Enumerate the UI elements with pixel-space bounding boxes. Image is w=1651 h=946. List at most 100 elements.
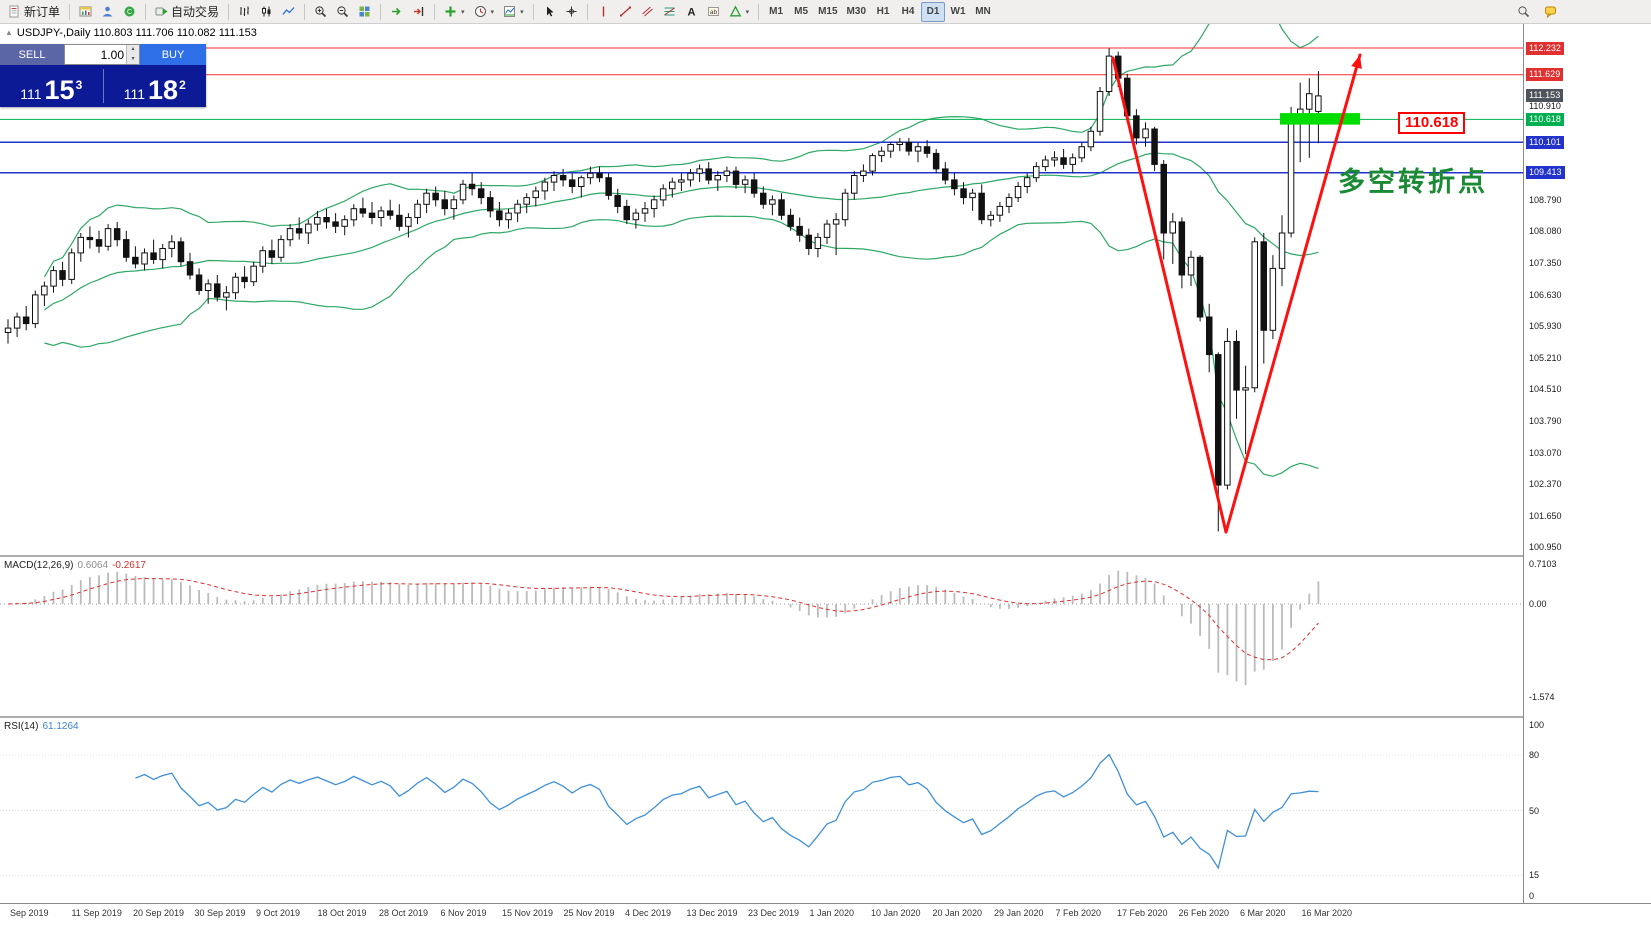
price-grid-label: 103.070	[1529, 447, 1562, 458]
price-divider	[102, 69, 104, 103]
date-label: 11 Sep 2019	[71, 908, 122, 918]
auto-scroll-button[interactable]	[386, 2, 407, 22]
date-label: 20 Sep 2019	[133, 908, 185, 918]
bar-chart-button[interactable]	[234, 2, 255, 22]
text-button[interactable]: A	[681, 2, 702, 22]
price-flag-label[interactable]: 110.618	[1398, 112, 1466, 134]
macd-label: MACD(12,26,9) 0.6064 -0.2617	[4, 560, 146, 571]
timeframe-m1-button[interactable]: M1	[769, 6, 784, 17]
price-tag-110.101[interactable]: 110.101	[1526, 135, 1564, 149]
one-click-toggle-icon[interactable]: ▲	[5, 28, 13, 37]
new-order-button[interactable]: 新订单	[4, 2, 64, 22]
toolbar-separator	[586, 3, 588, 20]
chat-button[interactable]	[1540, 2, 1561, 22]
sell-price-big-figure: 111	[20, 85, 42, 102]
timeframe-h1-button[interactable]: H1	[876, 6, 890, 17]
vertical-line-button[interactable]	[593, 2, 614, 22]
community-button[interactable]: C	[119, 2, 140, 22]
date-label: 10 Jan 2020	[871, 908, 921, 918]
lot-increase-button[interactable]: ▴	[127, 45, 139, 55]
macd-scale-label: 0.7103	[1529, 559, 1557, 569]
zoom-out-button[interactable]	[332, 2, 353, 22]
date-label: 20 Jan 2020	[932, 908, 983, 918]
price-grid-label: 103.790	[1529, 415, 1562, 426]
search-button[interactable]	[1513, 2, 1534, 22]
highlight-rectangle[interactable]	[1280, 113, 1360, 125]
price-tag-112.232[interactable]: 112.232	[1526, 41, 1564, 55]
date-label: 26 Feb 2020	[1178, 908, 1230, 918]
template-icon	[504, 6, 516, 17]
price-grid-label: 108.080	[1529, 226, 1562, 237]
periods-button[interactable]: ▾	[470, 2, 499, 22]
lot-size-input[interactable]: 1.00 ▴ ▾	[64, 44, 140, 65]
chart-header: ▲ USDJPY-,Daily 110.803 111.706 110.082 1…	[5, 27, 257, 39]
indicators-button[interactable]: ▾	[440, 2, 469, 22]
zoom-in-button[interactable]	[310, 2, 331, 22]
sell-button[interactable]: SELL	[0, 44, 64, 65]
lot-spinner: ▴ ▾	[126, 45, 139, 64]
macd-scale-label: 0.00	[1529, 599, 1547, 609]
macd-signal-value: -0.2617	[112, 560, 146, 571]
rsi-indicator-pane[interactable]	[0, 718, 1523, 903]
price-tag-110.618[interactable]: 110.618	[1526, 112, 1564, 126]
time-axis[interactable]: Sep 2019 11 Sep 2019 20 Sep 2019 30 Sep 201…	[0, 903, 1651, 923]
sell-price-pips: 15	[44, 75, 75, 106]
date-label: 9 Oct 2019	[256, 908, 301, 918]
line-chart-button[interactable]	[278, 2, 299, 22]
macd-value: 0.6064	[77, 560, 109, 571]
price-tag-111.153[interactable]: 111.153	[1526, 89, 1564, 103]
pane-separator[interactable]	[0, 555, 1651, 557]
fibonacci-button[interactable]	[659, 2, 680, 22]
zoom-out-icon	[337, 6, 349, 18]
toolbar-separator	[434, 3, 436, 20]
timeframe-mn-button[interactable]: MN	[975, 6, 991, 17]
indicators-icon	[445, 6, 456, 17]
shapes-button[interactable]: ▾	[725, 2, 754, 22]
channel-button[interactable]	[637, 2, 658, 22]
timeframe-m15-button[interactable]: M15	[818, 6, 838, 17]
timeframe-w1-button[interactable]: W1	[950, 6, 966, 17]
candlestick-button[interactable]	[256, 2, 277, 22]
price-tag-109.413[interactable]: 109.413	[1526, 166, 1565, 180]
trend-line-up[interactable]	[1224, 53, 1362, 534]
cursor-button[interactable]	[539, 2, 560, 22]
date-label: Sep 2019	[10, 908, 49, 918]
price-chart-pane[interactable]	[0, 24, 1523, 555]
svg-text:A: A	[687, 7, 695, 19]
charts-window-button[interactable]	[75, 2, 96, 22]
macd-indicator-pane[interactable]	[0, 557, 1523, 716]
date-label: 6 Nov 2019	[440, 908, 487, 918]
shift-icon	[414, 7, 424, 16]
crosshair-button[interactable]	[561, 2, 582, 22]
timeframe-m30-button[interactable]: M30	[846, 6, 866, 17]
dropdown-caret-icon: ▾	[520, 8, 524, 16]
chart-shift-button[interactable]	[408, 2, 429, 22]
timeframe-h4-button[interactable]: H4	[901, 6, 915, 17]
zoom-in-icon	[315, 6, 327, 18]
price-axis[interactable]: 112.232 111.629 111.153 110.910 110.618 110.1…	[1523, 24, 1651, 903]
label-button[interactable]: ab	[703, 2, 724, 22]
sell-price-display[interactable]: 111 15 3	[0, 65, 103, 107]
price-grid-label: 101.650	[1529, 510, 1562, 521]
autotrading-button-label: 自动交易	[171, 5, 220, 19]
trendline-button[interactable]	[615, 2, 636, 22]
price-grid-label: 106.630	[1529, 290, 1562, 301]
date-label: 29 Jan 2020	[994, 908, 1044, 918]
timeframe-d1-button[interactable]: D1	[921, 1, 945, 22]
buy-price-display[interactable]: 111 18 2	[104, 65, 207, 107]
buy-button[interactable]: BUY	[140, 44, 206, 65]
tile-windows-button[interactable]	[354, 2, 375, 22]
profile-button[interactable]	[97, 2, 118, 22]
vline-icon	[602, 6, 604, 17]
price-tag-111.629[interactable]: 111.629	[1526, 68, 1564, 82]
autotrading-button[interactable]: 自动交易	[151, 2, 223, 22]
fibo-icon	[663, 7, 675, 16]
lot-decrease-button[interactable]: ▾	[127, 54, 139, 64]
toolbar-separator	[69, 3, 71, 20]
date-label: 15 Nov 2019	[502, 908, 554, 918]
turning-point-text[interactable]: 多空转折点	[1338, 167, 1488, 197]
pane-separator[interactable]	[0, 716, 1651, 718]
timeframe-m5-button[interactable]: M5	[794, 6, 809, 17]
templates-button[interactable]: ▾	[499, 2, 528, 22]
trend-line-down[interactable]	[1111, 56, 1228, 534]
